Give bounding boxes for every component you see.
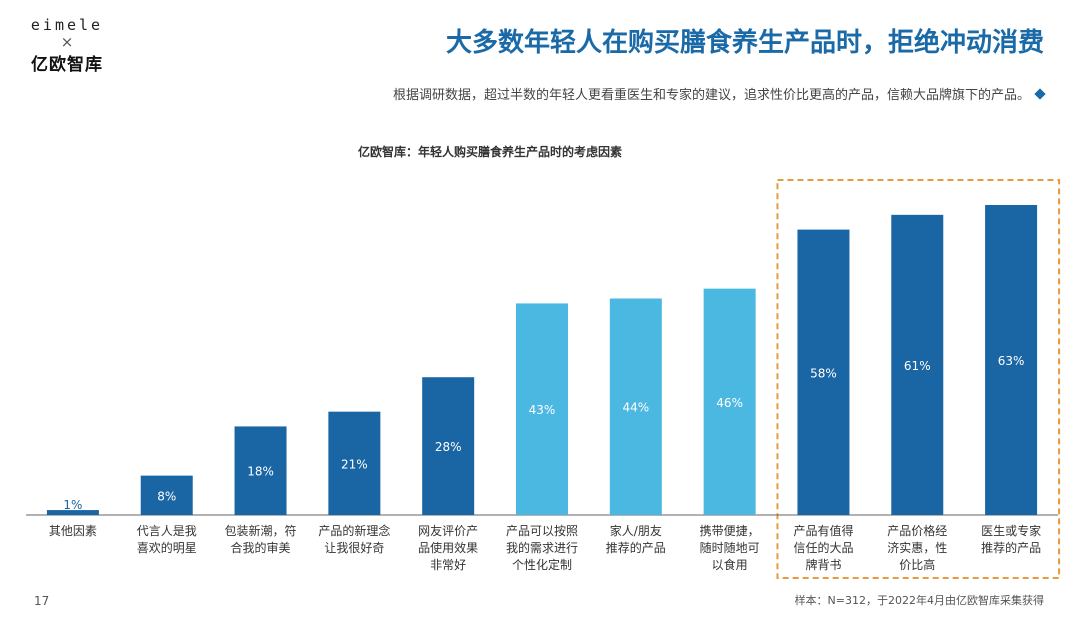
tick-label-line: 医生或专家 (981, 523, 1041, 538)
tick-label-line: 家人/朋友 (610, 523, 662, 538)
tick-label-line: 产品有值得 (793, 523, 853, 538)
data-label: 18% (247, 465, 274, 479)
logo: eimele × 亿欧智库 (12, 16, 122, 86)
tick-label-line: 价比高 (899, 557, 935, 572)
data-label: 44% (622, 401, 649, 415)
tick-label-line: 信任的大品 (793, 540, 853, 555)
tick-label: 其他因素 (49, 524, 97, 538)
data-label: 58% (810, 366, 837, 380)
data-label: 28% (435, 440, 462, 454)
data-label: 1% (63, 498, 82, 512)
page-number: 17 (34, 594, 50, 608)
logo-brand-top: eimele (30, 16, 104, 34)
tick-label-line: 让我很好奇 (324, 541, 384, 555)
source-note: 样本：N=312，于2022年4月由亿欧智库采集获得 (794, 594, 1044, 607)
logo-cross: × (60, 33, 74, 51)
bar (46, 510, 99, 515)
tick-label-line: 代言人是我 (137, 524, 197, 538)
bar (516, 303, 568, 515)
tick-label-line: 非常好 (430, 558, 466, 572)
data-label: 61% (904, 359, 931, 373)
page-title: 大多数年轻人在购买膳食养生产品时，拒绝冲动消费 (445, 28, 1044, 58)
data-label: 46% (716, 396, 743, 410)
tick-label: 家人/朋友推荐的产品 (606, 523, 666, 555)
bar (985, 205, 1038, 515)
data-label: 8% (157, 489, 176, 503)
data-label: 21% (341, 457, 368, 471)
tick-label-line: 其他因素 (49, 524, 97, 538)
tick-label-line: 网友评价产 (418, 524, 478, 538)
tick-label-line: 济实惠，性 (887, 540, 947, 555)
tick-label-line: 牌背书 (805, 558, 841, 572)
subtitle-text: 根据调研数据，超过半数的年轻人更看重医生和专家的建议，追求性价比更高的产品，信赖… (392, 88, 1030, 103)
tick-label-line: 随时随地可 (700, 540, 760, 555)
tick-label-line: 包装新潮，符 (225, 523, 297, 538)
bar (891, 214, 944, 516)
tick-label: 代言人是我喜欢的明星 (137, 524, 197, 555)
chart-title: 亿欧智库：年轻人购买膳食养生产品时的考虑因素 (358, 145, 623, 159)
tick-label-line: 品使用效果 (418, 540, 478, 555)
tick-label: 产品价格经济实惠，性价比高 (887, 523, 947, 572)
tick-label: 产品有值得信任的大品牌背书 (793, 523, 853, 572)
tick-label-line: 产品价格经 (887, 523, 947, 538)
tick-label: 网友评价产品使用效果非常好 (418, 524, 478, 572)
tick-label-line: 合我的审美 (231, 540, 291, 555)
tick-label: 产品的新理念让我很好奇 (318, 523, 390, 555)
tick-label: 包装新潮，符合我的审美 (225, 523, 297, 555)
data-label: 63% (998, 354, 1025, 368)
tick-label-line: 产品可以按照 (506, 524, 578, 538)
tick-label-line: 携带便捷， (700, 523, 760, 538)
tick-label-line: 产品的新理念 (318, 523, 390, 538)
bar (234, 426, 287, 515)
logo-brand-bottom: 亿欧智库 (31, 55, 103, 75)
bar (140, 475, 193, 515)
tick-label-line: 推荐的产品 (606, 540, 666, 555)
tick-label-line: 个性化定制 (512, 557, 572, 572)
data-label: 43% (529, 403, 556, 417)
bar (703, 288, 756, 515)
bar (609, 298, 662, 515)
tick-label: 携带便捷， 随时随地可以食用 (700, 523, 760, 572)
tick-label-line: 我的需求进行 (506, 540, 578, 555)
bar (422, 377, 475, 515)
bar (328, 411, 381, 515)
tick-label-line: 喜欢的明星 (137, 540, 197, 555)
tick-label-line: 以食用 (712, 557, 748, 572)
tick-label-line: 推荐的产品 (981, 540, 1041, 555)
highlight-box (776, 179, 1061, 579)
tick-label: 医生或专家推荐的产品 (981, 523, 1041, 555)
bar (797, 229, 850, 515)
page-subtitle: 根据调研数据，超过半数的年轻人更看重医生和专家的建议，追求性价比更高的产品，信赖… (392, 84, 1046, 103)
tick-label: 产品可以按照我的需求进行个性化定制 (506, 524, 578, 572)
